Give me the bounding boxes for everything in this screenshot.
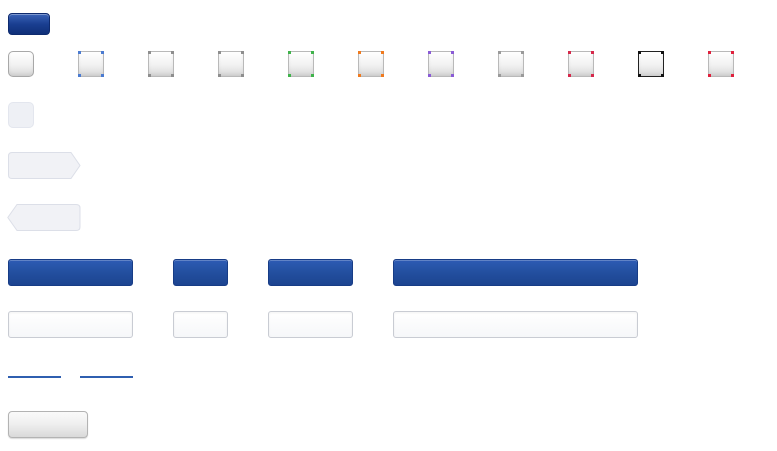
text-field-medium[interactable] xyxy=(268,311,353,338)
corner-marker xyxy=(568,74,571,77)
text-field-wide[interactable] xyxy=(393,311,638,338)
swatch-purple[interactable] xyxy=(428,51,454,77)
corner-marker xyxy=(241,74,244,77)
next-arrow-tag[interactable] xyxy=(8,152,81,179)
corner-marker xyxy=(78,74,81,77)
primary-bar-wide[interactable] xyxy=(393,259,638,286)
swatch-green[interactable] xyxy=(288,51,314,77)
corner-marker xyxy=(78,51,81,54)
corner-marker xyxy=(171,51,174,54)
corner-marker xyxy=(591,74,594,77)
corner-marker xyxy=(708,74,711,77)
corner-marker xyxy=(661,51,664,54)
corner-marker xyxy=(521,74,524,77)
corner-marker xyxy=(171,74,174,77)
swatch-crimson[interactable] xyxy=(708,51,734,77)
primary-bar-medium[interactable] xyxy=(268,259,353,286)
primary-button-small[interactable] xyxy=(8,13,50,35)
corner-marker xyxy=(381,51,384,54)
corner-marker xyxy=(591,51,594,54)
corner-marker xyxy=(708,51,711,54)
corner-marker xyxy=(358,74,361,77)
swatch-black[interactable] xyxy=(638,51,664,77)
swatch-grey-3[interactable] xyxy=(498,51,524,77)
corner-marker xyxy=(288,51,291,54)
corner-marker xyxy=(638,51,641,54)
corner-marker xyxy=(498,74,501,77)
corner-marker xyxy=(661,74,664,77)
corner-marker xyxy=(288,74,291,77)
corner-marker xyxy=(498,51,501,54)
corner-marker xyxy=(218,51,221,54)
link-underline-1[interactable] xyxy=(8,376,61,378)
corner-marker xyxy=(451,51,454,54)
corner-marker xyxy=(731,51,734,54)
prev-arrow-shape xyxy=(7,204,81,231)
corner-marker xyxy=(731,74,734,77)
light-chip[interactable] xyxy=(8,102,34,128)
primary-bar-large[interactable] xyxy=(8,259,133,286)
corner-marker xyxy=(521,51,524,54)
corner-marker xyxy=(311,51,314,54)
primary-bar-small[interactable] xyxy=(173,259,228,286)
next-arrow-shape xyxy=(8,152,81,179)
secondary-button[interactable] xyxy=(8,411,88,438)
corner-marker xyxy=(241,51,244,54)
corner-marker xyxy=(381,74,384,77)
corner-marker xyxy=(101,51,104,54)
text-field-large[interactable] xyxy=(8,311,133,338)
link-underline-2[interactable] xyxy=(80,376,133,378)
corner-marker xyxy=(101,74,104,77)
swatch-orange[interactable] xyxy=(358,51,384,77)
corner-marker xyxy=(638,74,641,77)
corner-marker xyxy=(428,74,431,77)
corner-marker xyxy=(148,51,151,54)
swatch-grey-2[interactable] xyxy=(218,51,244,77)
corner-marker xyxy=(428,51,431,54)
swatch-grey[interactable] xyxy=(148,51,174,77)
corner-marker xyxy=(358,51,361,54)
corner-marker xyxy=(218,74,221,77)
swatch-red[interactable] xyxy=(568,51,594,77)
prev-arrow-tag[interactable] xyxy=(7,204,81,231)
text-field-small[interactable] xyxy=(173,311,228,338)
corner-marker xyxy=(311,74,314,77)
corner-marker xyxy=(148,74,151,77)
corner-marker xyxy=(568,51,571,54)
swatch-blue[interactable] xyxy=(78,51,104,77)
swatch-plain[interactable] xyxy=(8,51,34,77)
corner-marker xyxy=(451,74,454,77)
